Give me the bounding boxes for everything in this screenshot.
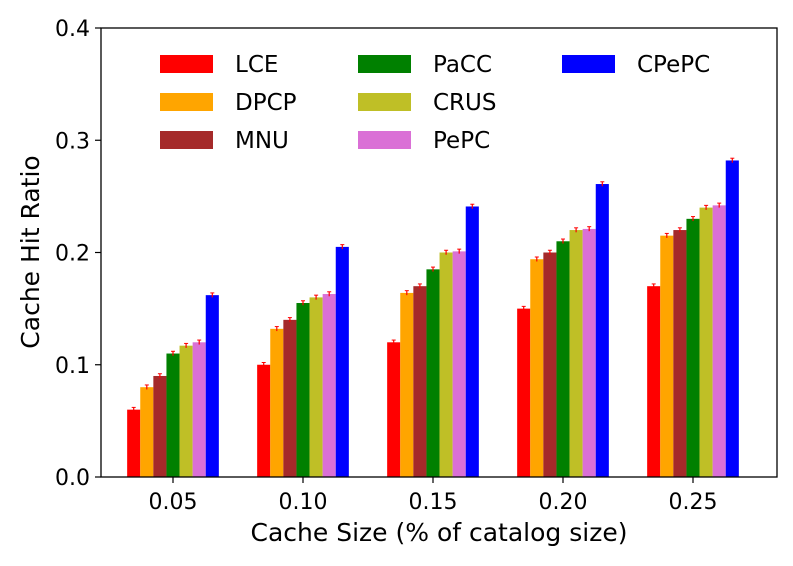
legend-label-dpcp: DPCP bbox=[235, 90, 297, 116]
legend-label-mnu: MNU bbox=[235, 128, 289, 154]
bar-pacc-0.25 bbox=[686, 218, 700, 477]
x-axis: 0.05 0.10 0.15 0.20 0.25 bbox=[149, 477, 718, 515]
x-tick-label: 0.05 bbox=[149, 490, 198, 515]
x-axis-label: Cache Size (% of catalog size) bbox=[251, 518, 628, 547]
bar-mnu-0.10 bbox=[283, 319, 297, 477]
y-tick-label: 0.4 bbox=[55, 17, 90, 42]
legend-swatch-cpepc bbox=[562, 55, 615, 73]
bar-lce-0.05 bbox=[127, 409, 141, 477]
bar-mnu-0.15 bbox=[413, 286, 427, 477]
legend-swatch-crus bbox=[358, 93, 411, 111]
bar-pacc-0.05 bbox=[166, 353, 180, 477]
legend-label-crus: CRUS bbox=[433, 90, 496, 116]
y-axis-label: Cache Hit Ratio bbox=[16, 155, 45, 348]
bar-pacc-0.10 bbox=[296, 303, 310, 477]
x-tick-label: 0.20 bbox=[539, 490, 588, 515]
bar-pepc-0.20 bbox=[582, 228, 596, 477]
legend-swatch-dpcp bbox=[160, 93, 213, 111]
legend-swatch-lce bbox=[160, 55, 213, 73]
legend-swatch-pacc bbox=[358, 55, 411, 73]
bar-mnu-0.05 bbox=[153, 375, 167, 477]
bar-lce-0.10 bbox=[257, 364, 271, 477]
bar-pepc-0.05 bbox=[192, 342, 206, 477]
legend-swatch-pepc bbox=[358, 131, 411, 149]
y-tick-label: 0.0 bbox=[55, 466, 90, 491]
x-tick-label: 0.10 bbox=[279, 490, 328, 515]
bar-pepc-0.10 bbox=[322, 294, 336, 477]
bars-layer bbox=[127, 160, 739, 478]
bar-crus-0.05 bbox=[179, 345, 193, 477]
x-tick-label: 0.15 bbox=[409, 490, 458, 515]
bar-lce-0.20 bbox=[517, 308, 531, 478]
bar-cpepc-0.15 bbox=[465, 206, 479, 478]
bar-cpepc-0.20 bbox=[595, 184, 609, 477]
bar-dpcp-0.15 bbox=[400, 292, 414, 477]
bar-crus-0.10 bbox=[309, 297, 323, 477]
bar-crus-0.20 bbox=[569, 230, 583, 477]
bar-pacc-0.15 bbox=[426, 269, 440, 477]
bar-dpcp-0.05 bbox=[140, 387, 154, 477]
bar-cpepc-0.10 bbox=[335, 246, 349, 477]
legend-label-pepc: PePC bbox=[433, 128, 490, 154]
y-tick-label: 0.3 bbox=[55, 129, 90, 154]
bar-mnu-0.20 bbox=[543, 252, 557, 477]
bar-crus-0.15 bbox=[439, 252, 453, 477]
bar-cpepc-0.05 bbox=[205, 295, 219, 477]
y-tick-label: 0.2 bbox=[55, 242, 90, 267]
y-tick-label: 0.1 bbox=[55, 354, 90, 379]
bar-cpepc-0.25 bbox=[725, 160, 739, 477]
legend-label-lce: LCE bbox=[235, 52, 278, 78]
bar-pepc-0.25 bbox=[712, 205, 726, 478]
bar-mnu-0.25 bbox=[673, 230, 687, 477]
legend-label-pacc: PaCC bbox=[433, 52, 492, 78]
x-tick-label: 0.25 bbox=[669, 490, 718, 515]
bar-pacc-0.20 bbox=[556, 241, 570, 477]
bar-lce-0.25 bbox=[647, 286, 661, 477]
bar-dpcp-0.10 bbox=[270, 328, 284, 477]
y-axis: 0.0 0.1 0.2 0.3 0.4 bbox=[55, 17, 101, 491]
bar-crus-0.25 bbox=[699, 207, 713, 477]
bar-lce-0.15 bbox=[387, 342, 401, 477]
legend-swatch-mnu bbox=[160, 131, 213, 149]
bar-dpcp-0.25 bbox=[660, 235, 674, 477]
bar-dpcp-0.20 bbox=[530, 259, 544, 477]
legend: LCE DPCP MNU PaCC CRUS PePC CPePC bbox=[160, 52, 710, 154]
legend-label-cpepc: CPePC bbox=[637, 52, 710, 78]
error-bars-layer bbox=[131, 157, 735, 412]
bar-pepc-0.15 bbox=[452, 251, 466, 477]
